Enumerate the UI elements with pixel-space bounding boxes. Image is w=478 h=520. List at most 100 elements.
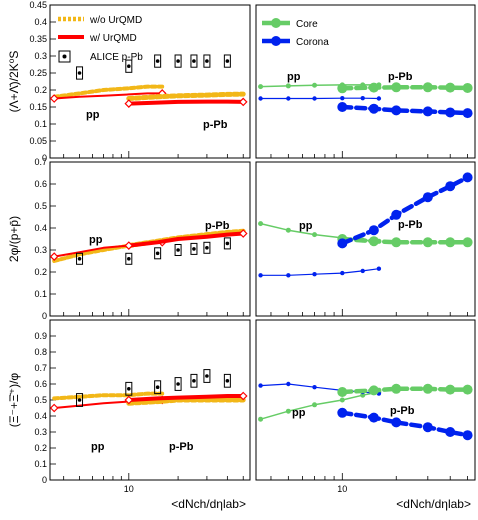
mid-right-marker [445, 181, 456, 192]
top-left-ytick-label: 0.35 [29, 34, 47, 44]
bottom-left-ytick-label: 0.8 [34, 347, 47, 357]
mid-left-data-point [155, 251, 160, 256]
bottom-left-xlabel: <dNch/dηlab> [171, 497, 246, 511]
bottom-right-marker [258, 383, 263, 388]
mid-left-data-point [205, 246, 209, 250]
mid-right-marker [391, 209, 402, 220]
top-left-data-point [176, 59, 180, 63]
top-right-marker [422, 82, 433, 93]
bottom-left-data-box [174, 377, 182, 391]
top-left-annotation-pp: pp [86, 109, 100, 121]
mid-left-data-box [203, 241, 211, 254]
top-left-data-point [192, 59, 196, 63]
top-left-ytick-label: 0.4 [34, 17, 47, 27]
bottom-left-wourqmd-ppb-line [126, 397, 246, 406]
bottom-left-ytick-label: 0.9 [34, 331, 47, 341]
top-left-ytick-label: 0.2 [34, 85, 47, 95]
bottom-left-data-point [127, 387, 131, 391]
bottom-left-wurqmd-ppb-line [126, 394, 246, 402]
bottom-left-ytick-label: 0.1 [34, 459, 47, 469]
mid-left-frame [49, 161, 251, 317]
bottom-right-marker [339, 397, 345, 403]
bottom-right-xtick-label: 10 [337, 484, 347, 494]
bottom-right-marker [312, 385, 317, 390]
mid-left-ylabel: 2φ/(p+p̄) [7, 216, 21, 262]
bottom-left-ytick-label: 0 [42, 475, 47, 485]
mid-right-marker [462, 172, 473, 183]
top-left-wourqmd-ppb-line [126, 91, 246, 101]
top-left-ytick-label: 0 [42, 153, 47, 163]
mid-left-annotation-ppb: p-Pb [205, 220, 230, 232]
top-right-core-pp-line [259, 84, 380, 88]
top-right-marker [258, 96, 263, 101]
top-left-wourqmd-pp-line [52, 84, 165, 99]
mid-right-marker [258, 221, 264, 227]
bottom-right-marker [445, 384, 456, 395]
bottom-left-annotation-ppb: p-Pb [169, 441, 194, 453]
top-right-marker [422, 106, 433, 117]
bottom-right-marker [391, 383, 402, 394]
top-left-data-box [154, 54, 162, 68]
top-left-frame [49, 4, 251, 159]
mid-left-data-box [154, 247, 162, 260]
bottom-left-data-point [176, 382, 180, 386]
top-right-marker [340, 95, 345, 101]
bottom-left-data-point [77, 398, 82, 402]
top-right-legend-label: Core [296, 19, 318, 30]
bottom-left-data-box [203, 369, 211, 383]
bottom-right-marker [462, 384, 473, 395]
top-right-marker [360, 95, 365, 101]
mid-left-data-point [77, 257, 82, 261]
top-right-marker [376, 96, 382, 101]
mid-right-marker [445, 237, 456, 248]
bottom-left-ylabel: (Ξ⁻+Ξ̄⁺)/φ [7, 373, 21, 428]
top-right-marker [462, 82, 473, 93]
bottom-left-wourqmd-pp-line [52, 391, 165, 401]
top-right-marker [337, 83, 348, 94]
mid-left-data-box [223, 237, 231, 250]
bottom-left-data-box [125, 381, 133, 396]
bottom-right-core-pp-line [259, 391, 380, 420]
mid-right-marker [422, 192, 433, 203]
top-right-marker [312, 96, 317, 101]
top-left-ytick-label: 0.1 [34, 119, 47, 129]
mid-left-ytick-label: 0.4 [34, 223, 47, 233]
mid-right-annotation-ppb: p-Pb [398, 219, 423, 231]
bottom-left-data-box [223, 373, 231, 388]
top-right-annotation-ppb: p-Pb [388, 71, 413, 83]
top-right-marker [258, 84, 264, 90]
bottom-left-endpoint [49, 403, 59, 413]
top-right-marker [368, 103, 379, 114]
top-left-data-point [155, 59, 160, 63]
bottom-right-marker [360, 392, 366, 398]
bottom-left-ytick-label: 0.6 [34, 379, 47, 389]
bottom-right-marker [368, 385, 379, 396]
top-left-data-box [203, 54, 211, 68]
top-right-legend-marker [271, 18, 281, 28]
mid-right-marker [368, 236, 379, 247]
mid-left-ytick-label: 0.6 [34, 179, 47, 189]
bottom-left-annotation-pp: pp [91, 441, 105, 453]
bottom-left-data-point [155, 385, 160, 390]
mid-right-marker [422, 237, 433, 248]
top-right-marker [462, 108, 473, 119]
mid-left-data-box [174, 244, 182, 256]
bottom-right-marker [445, 427, 456, 437]
top-left-legend-label: w/ UrQMD [89, 33, 137, 44]
mid-right-marker [312, 232, 318, 238]
top-left-ytick-label: 0.3 [34, 51, 47, 61]
top-left-endpoint [49, 94, 59, 103]
bottom-left-data-box [76, 393, 84, 407]
top-left-ytick-label: 0.05 [29, 136, 47, 146]
mid-left-annotation-pp: pp [89, 234, 103, 246]
bottom-right-marker [286, 381, 291, 387]
bottom-left-ytick-label: 0.5 [34, 395, 47, 405]
bottom-right-marker [312, 402, 318, 408]
mid-right-marker [340, 270, 345, 276]
top-right-marker [368, 82, 379, 93]
top-left-data-point [77, 71, 82, 75]
mid-left-ytick-label: 0.5 [34, 201, 47, 211]
bottom-right-frame [255, 319, 476, 481]
top-left-data-point [205, 59, 209, 63]
bottom-right-annotation-pp: pp [292, 407, 306, 419]
